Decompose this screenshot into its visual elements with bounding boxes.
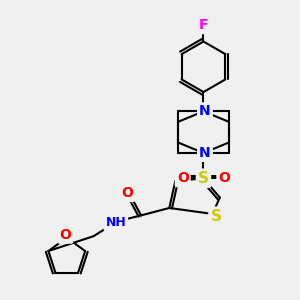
Text: F: F xyxy=(199,18,208,32)
Text: S: S xyxy=(198,171,209,186)
Text: N: N xyxy=(199,146,211,160)
Text: S: S xyxy=(211,209,221,224)
Text: O: O xyxy=(59,228,71,242)
Text: NH: NH xyxy=(105,216,126,229)
Text: N: N xyxy=(199,104,211,118)
Text: O: O xyxy=(121,186,133,200)
Text: O: O xyxy=(218,171,230,185)
Text: O: O xyxy=(177,171,189,185)
